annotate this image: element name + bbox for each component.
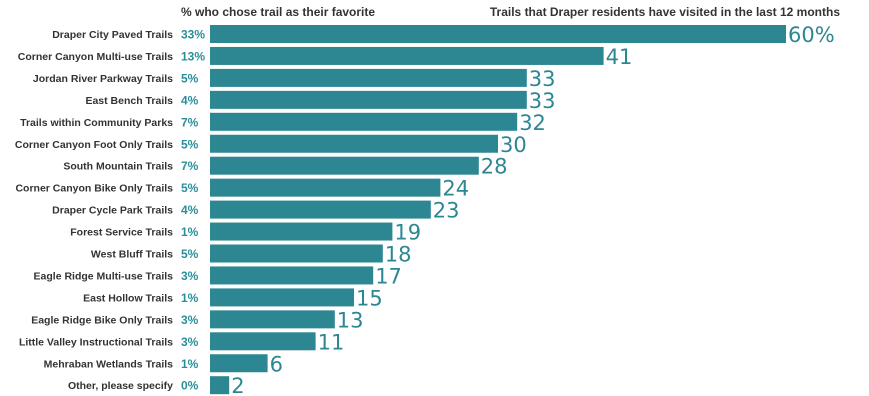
- bar: [210, 376, 230, 395]
- bar: [210, 178, 441, 197]
- category-label: South Mountain Trails: [63, 161, 173, 173]
- category-label: Corner Canyon Multi-use Trails: [18, 51, 173, 63]
- bar-value-label: 32: [519, 111, 546, 135]
- category-label: Mehraban Wetlands Trails: [44, 358, 174, 370]
- category-label: Other, please specify: [68, 380, 173, 392]
- bar-value-label: 11: [318, 330, 345, 354]
- bar: [210, 25, 786, 43]
- bar-value-label: 19: [394, 221, 421, 245]
- bar-value-label: 41: [606, 45, 633, 69]
- category-label: East Hollow Trails: [83, 292, 173, 304]
- bar: [210, 46, 604, 65]
- favorite-percent-label: 13%: [181, 49, 205, 63]
- favorite-percent-label: 1%: [181, 225, 199, 239]
- bar-value-label: 13: [337, 308, 364, 332]
- bar-value-label: 23: [433, 199, 460, 223]
- bar-value-label: 2: [231, 374, 244, 396]
- bar-value-label: 30: [500, 133, 527, 157]
- favorite-percent-label: 5%: [181, 181, 199, 195]
- favorite-percent-label: 3%: [181, 335, 199, 349]
- favorite-percent-label: 1%: [181, 291, 199, 305]
- bar-value-label: 33: [529, 67, 556, 91]
- bar: [210, 310, 335, 329]
- category-label: Forest Service Trails: [70, 227, 173, 239]
- category-label: East Bench Trails: [85, 95, 173, 107]
- bar-value-label: 6: [270, 352, 283, 376]
- bar-value-label: 15: [356, 286, 383, 310]
- bar: [210, 266, 374, 285]
- category-label: Corner Canyon Bike Only Trails: [15, 183, 173, 195]
- category-label: Trails within Community Parks: [20, 117, 173, 129]
- favorite-percent-label: 33%: [181, 28, 205, 42]
- category-label: Draper City Paved Trails: [52, 29, 173, 41]
- bar-value-label: 24: [442, 177, 469, 201]
- category-label: Corner Canyon Foot Only Trails: [15, 139, 173, 151]
- category-label: Eagle Ridge Multi-use Trails: [34, 270, 174, 282]
- category-label: Eagle Ridge Bike Only Trails: [31, 314, 173, 326]
- bar: [210, 288, 354, 307]
- bar-value-label: 33: [529, 89, 556, 113]
- favorite-percent-label: 3%: [181, 269, 199, 283]
- bar: [210, 90, 527, 109]
- favorite-percent-label: 3%: [181, 313, 199, 327]
- category-label: Draper Cycle Park Trails: [52, 205, 173, 217]
- favorite-percent-label: 4%: [181, 93, 199, 107]
- bar: [210, 222, 393, 241]
- bar: [210, 332, 316, 351]
- category-label: Little Valley Instructional Trails: [19, 336, 173, 348]
- favorite-percent-label: 7%: [181, 159, 199, 173]
- bar: [210, 156, 479, 175]
- bar: [210, 200, 431, 219]
- category-label: West Bluff Trails: [91, 249, 173, 261]
- favorite-percent-label: 0%: [181, 379, 199, 393]
- favorite-percent-label: 5%: [181, 71, 199, 85]
- bar-value-label: 18: [385, 243, 412, 267]
- visited-header: Trails that Draper residents have visite…: [490, 5, 840, 19]
- bar: [210, 354, 268, 373]
- bar: [210, 112, 518, 131]
- favorite-header: % who chose trail as their favorite: [181, 5, 375, 19]
- favorite-percent-label: 1%: [181, 357, 199, 371]
- bar: [210, 134, 498, 153]
- favorite-percent-label: 7%: [181, 115, 199, 129]
- favorite-percent-label: 4%: [181, 203, 199, 217]
- favorite-percent-label: 5%: [181, 137, 199, 151]
- bar-value-label: 60%: [788, 23, 835, 47]
- bar: [210, 244, 383, 263]
- favorite-percent-label: 5%: [181, 247, 199, 261]
- bar-value-label: 28: [481, 155, 508, 179]
- bar: [210, 68, 527, 87]
- category-label: Jordan River Parkway Trails: [33, 73, 173, 85]
- bar-rows: Draper City Paved Trails 33% 60%Corner Can…: [15, 23, 835, 396]
- bar-value-label: 17: [375, 264, 402, 288]
